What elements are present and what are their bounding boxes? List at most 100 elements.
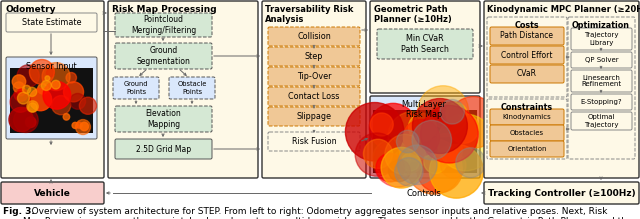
Circle shape xyxy=(18,89,24,96)
Circle shape xyxy=(17,65,39,87)
Text: State Estimate: State Estimate xyxy=(22,18,81,27)
Circle shape xyxy=(437,114,494,171)
FancyBboxPatch shape xyxy=(268,67,360,86)
Text: Collision: Collision xyxy=(297,32,331,41)
FancyBboxPatch shape xyxy=(115,106,212,132)
FancyBboxPatch shape xyxy=(490,27,564,45)
Circle shape xyxy=(22,85,31,94)
FancyBboxPatch shape xyxy=(484,182,639,204)
FancyBboxPatch shape xyxy=(490,141,564,157)
Text: Overview of system architecture for STEP. From left to right: Odometry aggregate: Overview of system architecture for STEP… xyxy=(23,207,632,219)
Circle shape xyxy=(369,103,417,151)
Circle shape xyxy=(381,147,422,188)
FancyBboxPatch shape xyxy=(571,70,632,92)
Circle shape xyxy=(364,139,392,168)
Circle shape xyxy=(13,108,38,132)
Text: Tip-Over: Tip-Over xyxy=(297,72,332,81)
Circle shape xyxy=(80,122,88,131)
Text: Min CVaR
Path Search: Min CVaR Path Search xyxy=(401,34,449,54)
Circle shape xyxy=(14,88,28,101)
Text: Kinodynamic MPC Planner (≥20Hz): Kinodynamic MPC Planner (≥20Hz) xyxy=(487,5,640,14)
Circle shape xyxy=(52,95,70,115)
Text: Slippage: Slippage xyxy=(296,112,332,121)
Text: Risk Map Processing: Risk Map Processing xyxy=(112,5,216,14)
Bar xyxy=(373,110,477,173)
Text: Trajectory
Library: Trajectory Library xyxy=(584,32,619,46)
Circle shape xyxy=(79,97,97,114)
FancyBboxPatch shape xyxy=(487,17,567,97)
Text: Elevation
Mapping: Elevation Mapping xyxy=(146,109,181,129)
FancyBboxPatch shape xyxy=(268,47,360,66)
FancyBboxPatch shape xyxy=(115,43,212,69)
FancyBboxPatch shape xyxy=(490,109,564,125)
Circle shape xyxy=(374,138,422,187)
Text: Risk Fusion: Risk Fusion xyxy=(292,137,336,146)
Circle shape xyxy=(412,120,452,160)
Circle shape xyxy=(28,103,37,112)
Circle shape xyxy=(395,158,423,186)
Circle shape xyxy=(412,99,467,154)
FancyBboxPatch shape xyxy=(571,112,632,130)
Text: E-Stopping?: E-Stopping? xyxy=(580,99,622,105)
Text: Sensor Input: Sensor Input xyxy=(26,62,76,71)
Circle shape xyxy=(12,75,26,88)
Text: Obstacle
Points: Obstacle Points xyxy=(177,81,207,95)
Text: Multi-Layer
Risk Map: Multi-Layer Risk Map xyxy=(401,100,447,119)
FancyBboxPatch shape xyxy=(6,57,97,139)
Circle shape xyxy=(29,60,54,85)
Circle shape xyxy=(370,113,393,136)
Text: Linesearch
Refinement: Linesearch Refinement xyxy=(581,74,621,88)
Circle shape xyxy=(376,153,404,182)
Text: Costs: Costs xyxy=(515,21,540,30)
FancyBboxPatch shape xyxy=(1,1,104,178)
FancyBboxPatch shape xyxy=(113,77,159,99)
Circle shape xyxy=(29,88,52,111)
Text: Optimization: Optimization xyxy=(572,21,630,30)
Circle shape xyxy=(10,92,31,112)
Circle shape xyxy=(388,111,438,161)
Text: CVaR: CVaR xyxy=(517,69,537,78)
Circle shape xyxy=(424,151,447,173)
Circle shape xyxy=(446,103,467,124)
Circle shape xyxy=(408,113,436,141)
Circle shape xyxy=(429,134,462,166)
Text: Vehicle: Vehicle xyxy=(34,189,71,198)
FancyBboxPatch shape xyxy=(115,13,212,37)
FancyBboxPatch shape xyxy=(568,17,635,159)
FancyBboxPatch shape xyxy=(484,1,639,178)
Circle shape xyxy=(26,117,36,127)
Circle shape xyxy=(397,145,437,185)
Circle shape xyxy=(420,105,478,163)
Text: Obstacles: Obstacles xyxy=(510,130,544,136)
Circle shape xyxy=(456,148,486,178)
Text: Orientation: Orientation xyxy=(508,146,547,152)
Circle shape xyxy=(45,76,50,81)
Text: Control Effort: Control Effort xyxy=(501,51,553,60)
Circle shape xyxy=(443,102,464,123)
Text: Kinodynamics: Kinodynamics xyxy=(502,114,552,120)
Text: 2.5D Grid Map: 2.5D Grid Map xyxy=(136,145,191,154)
Circle shape xyxy=(355,133,399,176)
Circle shape xyxy=(417,147,463,193)
FancyBboxPatch shape xyxy=(487,99,567,159)
FancyBboxPatch shape xyxy=(169,77,215,99)
FancyBboxPatch shape xyxy=(571,52,632,68)
Circle shape xyxy=(70,94,86,109)
FancyBboxPatch shape xyxy=(108,1,258,178)
Circle shape xyxy=(66,72,77,83)
Circle shape xyxy=(9,108,33,132)
Circle shape xyxy=(447,97,499,148)
FancyBboxPatch shape xyxy=(268,107,360,126)
Circle shape xyxy=(429,144,483,198)
Circle shape xyxy=(440,99,465,124)
FancyBboxPatch shape xyxy=(268,27,360,46)
Circle shape xyxy=(441,153,466,178)
FancyBboxPatch shape xyxy=(490,125,564,141)
Text: Traversability Risk
Analysis: Traversability Risk Analysis xyxy=(265,5,353,24)
FancyBboxPatch shape xyxy=(490,65,564,83)
FancyBboxPatch shape xyxy=(571,94,632,110)
FancyBboxPatch shape xyxy=(6,13,97,32)
FancyBboxPatch shape xyxy=(370,1,480,93)
Bar xyxy=(10,68,93,133)
Circle shape xyxy=(385,134,426,175)
